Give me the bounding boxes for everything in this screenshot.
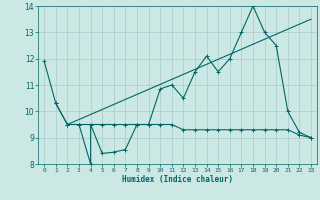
X-axis label: Humidex (Indice chaleur): Humidex (Indice chaleur) [122, 175, 233, 184]
